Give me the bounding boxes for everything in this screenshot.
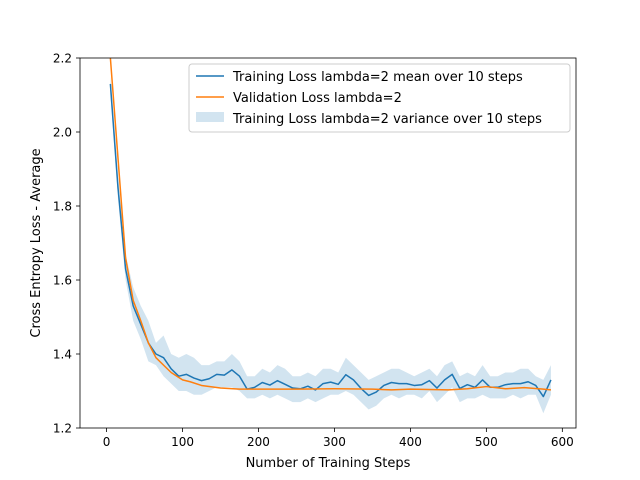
x-axis-ticks: 0 100 200 300 400 500 600 xyxy=(103,428,574,449)
axes-frame xyxy=(79,57,577,429)
variance-bands xyxy=(110,76,551,414)
legend-label-validation: Validation Loss lambda=2 xyxy=(233,91,402,106)
x-tick-label: 300 xyxy=(323,435,346,449)
legend-marker-training-variance xyxy=(196,112,224,122)
y-axis-label: Cross Entropy Loss - Average xyxy=(29,148,44,337)
legend-label-training-mean: Training Loss lambda=2 mean over 10 step… xyxy=(232,70,523,85)
x-axis-label: Number of Training Steps xyxy=(246,456,411,471)
legend-frame xyxy=(188,63,571,133)
legend-label-training-variance: Training Loss lambda=2 variance over 10 … xyxy=(232,112,542,127)
series-line-1 xyxy=(109,58,552,391)
y-axis-ticks: 1.2 1.4 1.6 1.8 2.0 2.2 xyxy=(53,52,80,436)
x-tick-label: 600 xyxy=(551,435,574,449)
legend: Training Loss lambda=2 mean over 10 step… xyxy=(188,63,571,133)
y-tick-label: 2.0 xyxy=(53,126,72,140)
series-line-0 xyxy=(109,83,552,398)
series-lines xyxy=(109,58,552,398)
y-tick-label: 1.4 xyxy=(53,348,72,362)
y-tick-label: 1.8 xyxy=(53,200,72,214)
y-tick-label: 1.2 xyxy=(53,422,72,436)
x-tick-label: 500 xyxy=(475,435,498,449)
x-tick-label: 100 xyxy=(171,435,194,449)
x-tick-label: 400 xyxy=(399,435,422,449)
x-tick-label: 0 xyxy=(103,435,111,449)
y-tick-label: 1.6 xyxy=(53,274,72,288)
x-tick-label: 200 xyxy=(247,435,270,449)
y-tick-label: 2.2 xyxy=(53,52,72,66)
series-band-2 xyxy=(110,76,551,414)
